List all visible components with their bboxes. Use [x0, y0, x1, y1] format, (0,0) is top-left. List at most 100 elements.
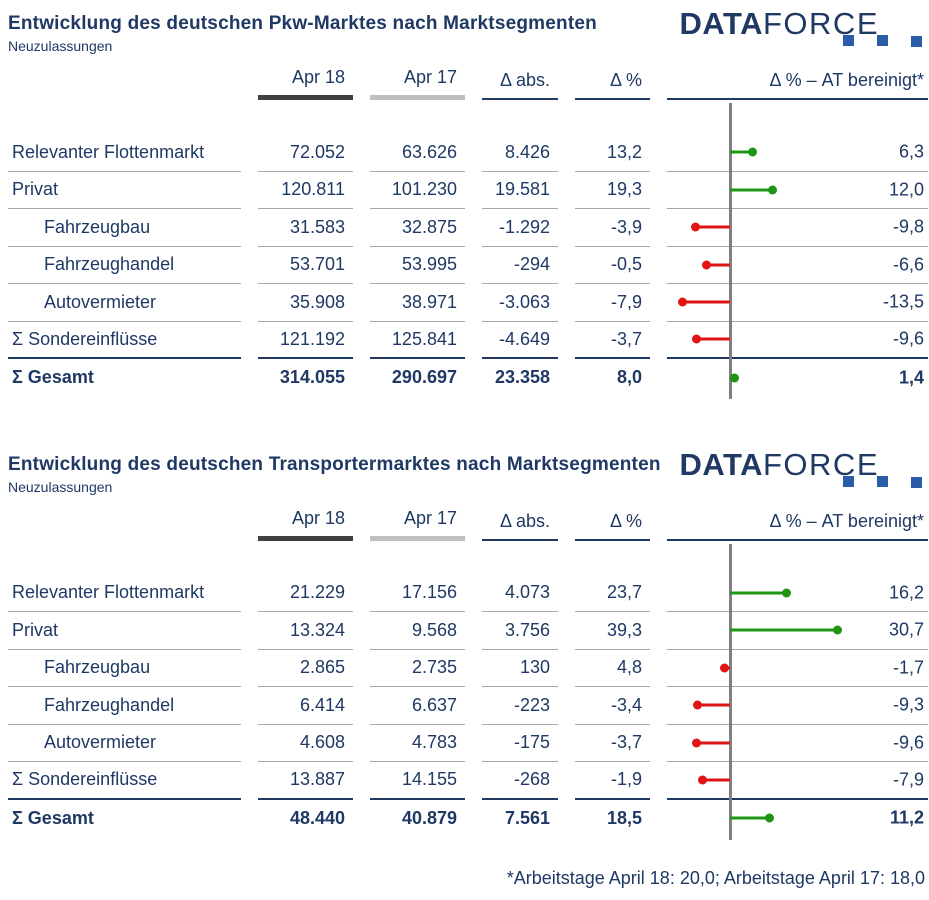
row-label: Privat	[8, 612, 241, 650]
lollipop-bar	[706, 263, 730, 267]
cell-delta-pct: 23,7	[575, 575, 650, 612]
logo-text-light: FORCE	[763, 446, 879, 482]
transporter-table-header: Entwicklung des deutschen Transportermar…	[8, 441, 929, 497]
at-value-label: 11,2	[889, 807, 924, 828]
cell-at-chart: -1,7	[667, 650, 928, 687]
lollipop-bar	[696, 337, 730, 341]
lollipop-bar	[702, 778, 730, 782]
at-value-label: 16,2	[888, 582, 924, 603]
chart-zero-axis	[728, 543, 732, 840]
logo-square-icon	[877, 35, 888, 46]
cell-delta-pct: -3,7	[575, 322, 650, 359]
cell-delta-abs: 23.358	[494, 367, 550, 388]
at-value-label: 1,4	[898, 367, 924, 388]
cell-delta-abs: -175	[482, 725, 558, 762]
lollipop-dot	[719, 663, 729, 673]
table-row: Autovermieter 35.908 38.971 -3.063 -7,9 …	[8, 284, 929, 322]
lollipop-bar	[730, 188, 772, 192]
cell-at-chart: -9,6	[667, 322, 928, 359]
cell-delta-pct: -7,9	[575, 284, 650, 322]
cell-at-chart: 30,7	[667, 612, 928, 650]
at-value-label: -6,6	[892, 254, 924, 275]
page-title: Entwicklung des deutschen Transportermar…	[8, 453, 661, 475]
logo-text-bold: DATA	[679, 446, 763, 482]
cell-delta-pct: -3,4	[575, 687, 650, 725]
cell-apr18: 48.440	[289, 807, 345, 828]
cell-at-chart: -9,8	[667, 209, 928, 247]
col-header-delta-abs: Δ abs.	[482, 497, 558, 541]
cell-delta-pct: 4,8	[575, 650, 650, 687]
row-label: Autovermieter	[8, 725, 241, 762]
at-value-label: -9,3	[892, 694, 924, 715]
cell-apr17: 125.841	[370, 322, 465, 359]
cell-at-chart: -9,3	[667, 687, 928, 725]
col-header-at-bereinigt: Δ % – AT bereinigt*	[667, 497, 928, 541]
cell-apr17: 6.637	[370, 687, 465, 725]
cell-at-chart: 12,0	[667, 172, 928, 209]
table-row: Relevanter Flottenmarkt 21.229 17.156 4.…	[8, 575, 929, 612]
pkw-table-body: Relevanter Flottenmarkt 72.052 63.626 8.…	[8, 134, 929, 397]
subtitle: Neuzulassungen	[8, 478, 113, 495]
cell-apr18: 4.608	[258, 725, 353, 762]
col-header-delta-pct: Δ %	[575, 497, 650, 541]
table-row: Relevanter Flottenmarkt 72.052 63.626 8.…	[8, 134, 929, 172]
row-label: Σ Sondereinflüsse	[8, 762, 241, 800]
lollipop-bar	[697, 703, 730, 707]
cell-apr18: 31.583	[258, 209, 353, 247]
cell-delta-pct: -1,9	[575, 762, 650, 800]
cell-apr17: 101.230	[370, 172, 465, 209]
cell-apr18: 6.414	[258, 687, 353, 725]
cell-delta-abs: -4.649	[482, 322, 558, 359]
cell-apr18: 2.865	[258, 650, 353, 687]
pkw-table-header: Entwicklung des deutschen Pkw-Marktes na…	[8, 0, 929, 56]
logo-text-bold: DATA	[679, 6, 763, 41]
cell-delta-abs: 7.561	[504, 807, 550, 828]
column-header-row: Apr 18 Apr 17 Δ abs. Δ % Δ % – AT berein…	[8, 497, 929, 541]
lollipop-dot	[702, 260, 712, 270]
table-row: Fahrzeugbau 31.583 32.875 -1.292 -3,9 -9…	[8, 209, 929, 247]
table-row: Σ Gesamt 314.055 290.697 23.358 8,0 1,4	[8, 359, 929, 397]
cell-apr17: 38.971	[370, 284, 465, 322]
col-header-apr18: Apr 18	[258, 497, 353, 541]
col-header-at-bereinigt: Δ % – AT bereinigt*	[667, 56, 928, 100]
cell-delta-pct: 13,2	[575, 134, 650, 172]
cell-apr18: 13.324	[258, 612, 353, 650]
row-label: Σ Sondereinflüsse	[8, 322, 241, 359]
cell-apr18: 120.811	[258, 172, 353, 209]
row-label: Fahrzeughandel	[8, 247, 241, 284]
cell-at-chart: 11,2	[667, 800, 928, 838]
cell-delta-abs: 19.581	[482, 172, 558, 209]
cell-delta-pct: -0,5	[575, 247, 650, 284]
table-row: Σ Sondereinflüsse 121.192 125.841 -4.649…	[8, 322, 929, 359]
subtitle: Neuzulassungen	[8, 38, 113, 54]
lollipop-bar	[696, 741, 730, 745]
table-row: Σ Sondereinflüsse 13.887 14.155 -268 -1,…	[8, 762, 929, 800]
cell-apr17: 290.697	[391, 367, 457, 388]
transporter-table-body: Relevanter Flottenmarkt 21.229 17.156 4.…	[8, 575, 929, 838]
cell-at-chart: -13,5	[667, 284, 928, 322]
lollipop-dot	[691, 738, 701, 748]
cell-apr18: 35.908	[258, 284, 353, 322]
lollipop-dot	[697, 775, 707, 785]
lollipop-bar	[730, 628, 838, 632]
cell-at-chart: 16,2	[667, 575, 928, 612]
cell-apr17: 32.875	[370, 209, 465, 247]
lollipop-dot	[691, 222, 701, 232]
at-value-label: 30,7	[888, 619, 924, 640]
table-row: Fahrzeughandel 6.414 6.637 -223 -3,4 -9,…	[8, 687, 929, 725]
dataforce-logo: DATAFORCE	[679, 447, 929, 495]
row-label: Relevanter Flottenmarkt	[8, 134, 241, 172]
lollipop-dot	[691, 334, 701, 344]
row-label: Fahrzeugbau	[8, 650, 241, 687]
lollipop-dot	[782, 588, 792, 598]
at-value-label: -9,6	[892, 328, 924, 349]
col-header-apr17: Apr 17	[370, 56, 465, 100]
cell-at-chart: 1,4	[667, 359, 928, 397]
col-header-empty	[8, 497, 241, 541]
col-header-delta-pct: Δ %	[575, 56, 650, 100]
cell-delta-abs: -223	[482, 687, 558, 725]
pkw-market-table: Entwicklung des deutschen Pkw-Marktes na…	[0, 0, 929, 399]
dataforce-logo: DATAFORCE	[679, 6, 929, 54]
col-header-delta-abs: Δ abs.	[482, 56, 558, 100]
at-value-label: 6,3	[898, 141, 924, 162]
